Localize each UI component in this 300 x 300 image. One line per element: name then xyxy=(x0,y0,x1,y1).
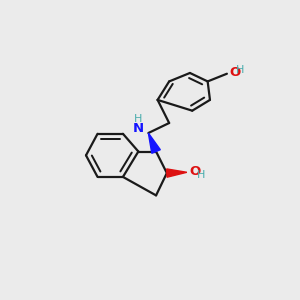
Text: H: H xyxy=(236,64,244,75)
Text: N: N xyxy=(132,122,143,135)
Polygon shape xyxy=(148,133,160,153)
Text: H: H xyxy=(197,169,206,180)
Polygon shape xyxy=(167,169,187,177)
Text: H: H xyxy=(134,114,142,124)
Text: O: O xyxy=(190,165,201,178)
Text: O: O xyxy=(229,66,241,79)
